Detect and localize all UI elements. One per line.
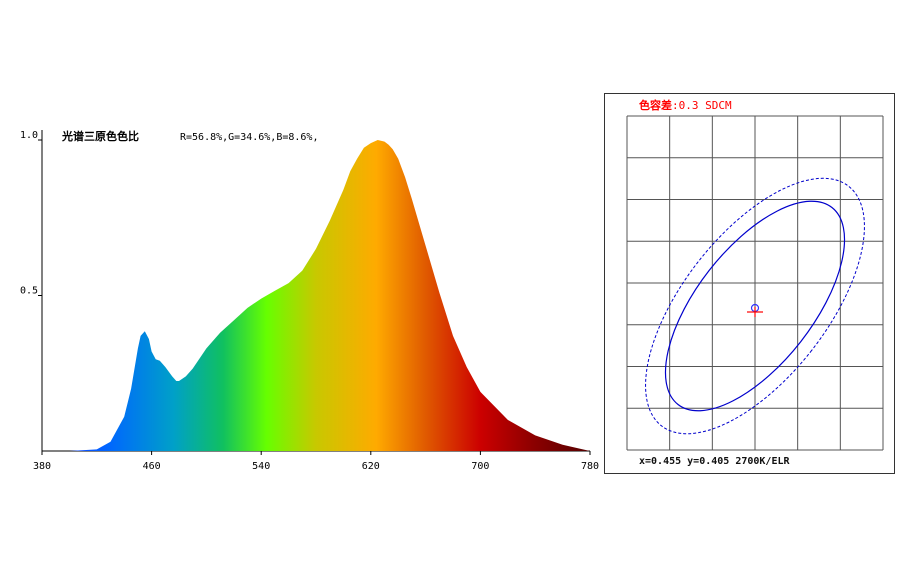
- sdcm-title-value: :0.3 SDCM: [672, 99, 732, 112]
- y-tick-label: 1.0: [20, 130, 38, 141]
- sdcm-title: 色容差:0.3 SDCM: [639, 97, 732, 113]
- sdcm-ellipse-inner: [664, 200, 846, 412]
- spectrum-curve: [42, 140, 590, 451]
- x-tick-label: 380: [33, 461, 51, 472]
- spectrum-tick-labels: 380 460 540 620 700 780 1.0 0.5: [20, 130, 599, 472]
- x-tick-label: 540: [252, 461, 270, 472]
- sdcm-coordinates: x=0.455 y=0.405 2700K/ELR: [639, 456, 790, 467]
- x-tick-label: 700: [471, 461, 489, 472]
- sdcm-grid: [626, 115, 884, 451]
- spectrum-ratio-label: R=56.8%,G=34.6%,B=8.6%,: [180, 132, 318, 143]
- sdcm-title-label: 色容差: [639, 99, 672, 112]
- sdcm-panel: 色容差:0.3 SDCM x=0.455 y=0.405 2700K/ELR: [604, 93, 895, 474]
- y-tick-label: 0.5: [20, 286, 38, 297]
- sdcm-ellipse-outer: [645, 177, 865, 435]
- x-tick-label: 620: [362, 461, 380, 472]
- x-tick-label: 460: [143, 461, 161, 472]
- spectrum-chart: 380 460 540 620 700 780 1.0 0.5 光谱三原色色比 R=56.8%…: [20, 129, 599, 472]
- x-tick-label: 780: [581, 461, 599, 472]
- spectrum-title: 光谱三原色色比: [61, 129, 139, 143]
- sdcm-ellipse-plot: [626, 115, 884, 451]
